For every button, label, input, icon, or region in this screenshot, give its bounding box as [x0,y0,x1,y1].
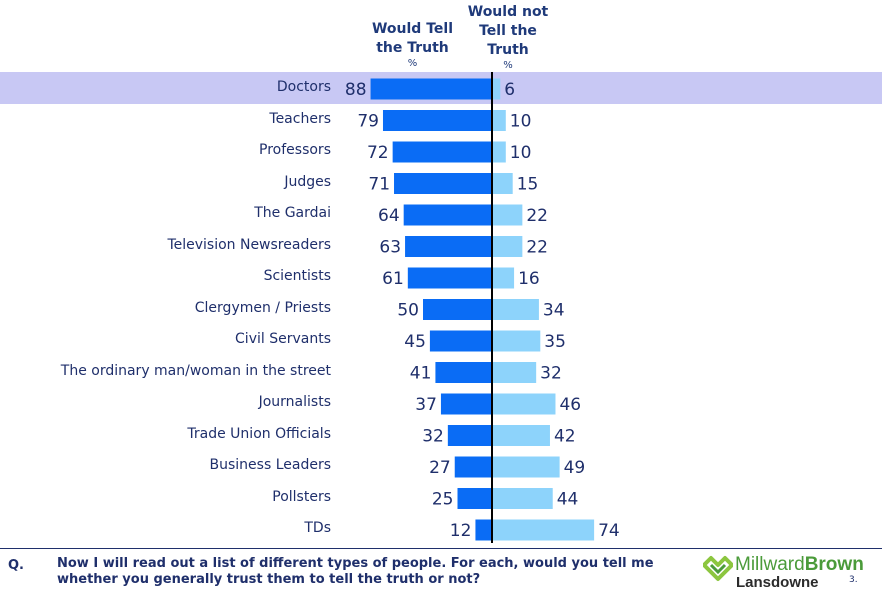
category-label: Professors [259,142,331,158]
header-would-tell: Would Tell the Truth % [365,20,460,69]
value-label-would-not-tell: 16 [518,269,540,289]
value-label-would-tell: 63 [379,238,401,258]
value-label-would-tell: 50 [397,301,419,321]
bar-would-not-tell [492,110,506,131]
bar-would-tell [440,393,492,415]
category-label: Business Leaders [209,457,331,473]
bar-would-tell [435,362,492,383]
logo-wordmark-first: Millward [735,554,805,575]
bar-would-tell [407,267,492,289]
bar-would-tell [475,519,492,541]
value-label-would-not-tell: 15 [517,175,539,195]
logo-subtitle: Lansdowne [736,574,819,591]
bar-would-tell [403,204,492,226]
category-label: Civil Servants [235,331,331,347]
value-label-would-not-tell: 32 [540,364,562,384]
value-label-would-tell: 64 [378,206,400,226]
category-label: Trade Union Officials [187,425,331,442]
logo-wordmark: MillwardBrown [735,554,864,576]
category-label: Judges [284,173,331,190]
bar-would-tell [392,141,492,163]
footer-divider [0,548,882,549]
value-label-would-tell: 88 [345,80,367,100]
value-label-would-not-tell: 22 [526,206,548,226]
logo-wordmark-second: Brown [804,554,864,575]
value-label-would-not-tell: 46 [559,395,581,415]
value-label-would-tell: 37 [415,395,437,415]
value-label-would-tell: 32 [422,427,444,447]
bar-would-not-tell [492,173,513,194]
bar-would-not-tell [492,330,541,352]
value-label-would-not-tell: 34 [543,301,565,321]
category-label: Doctors [276,79,331,95]
bar-would-not-tell [492,78,501,100]
question-label: Q. [8,558,24,573]
bar-would-not-tell [492,456,560,478]
bar-would-not-tell [492,267,515,289]
header-would-not-tell-unit: % [503,60,513,71]
bar-would-tell [370,78,492,100]
value-label-would-not-tell: 35 [544,332,566,352]
question-text: Now I will read out a list of different … [57,556,654,587]
category-label: Pollsters [272,488,331,505]
bar-would-tell [429,330,492,352]
category-label: Clergymen / Priests [194,299,331,316]
value-label-would-not-tell: 42 [554,427,576,447]
bar-would-not-tell [492,141,506,163]
bar-would-not-tell [492,299,539,320]
value-label-would-tell: 41 [410,364,432,384]
value-label-would-not-tell: 49 [564,458,586,478]
value-label-would-not-tell: 22 [526,238,548,258]
value-label-would-tell: 61 [382,269,404,289]
page-number: 3. [849,575,858,585]
diverging-bar-chart: 88 6 79 10 72 10 71 15 64 22 63 22 61 16 50 34 45 35 41 32 3… [0,72,882,543]
category-label: The ordinary man/woman in the street [60,362,331,379]
bar-would-not-tell [492,236,523,257]
header-would-not-tell-label: Would not Tell the Truth [467,4,549,58]
bar-would-not-tell [492,204,523,226]
value-label-would-tell: 45 [404,332,426,352]
header-would-not-tell: Would not Tell the Truth % [462,3,554,71]
bar-would-tell [405,236,492,257]
value-label-would-not-tell: 44 [557,490,579,510]
value-label-would-tell: 72 [367,143,389,163]
bar-would-not-tell [492,393,556,415]
value-label-would-not-tell: 6 [504,80,515,100]
value-label-would-tell: 71 [368,175,390,195]
value-label-would-not-tell: 74 [598,521,620,541]
category-label: The Gardai [254,205,331,221]
category-label: TDs [304,520,331,536]
bar-would-tell [423,299,492,320]
value-label-would-not-tell: 10 [510,143,532,163]
bar-would-not-tell [492,362,537,383]
bar-would-tell [447,425,492,446]
category-label: Teachers [269,110,331,127]
header-would-tell-label: Would Tell the Truth [371,21,453,56]
logo-mark-icon [703,556,733,581]
value-label-would-tell: 79 [357,112,379,132]
category-label: Journalists [258,394,331,410]
value-label-would-tell: 27 [429,458,451,478]
bar-would-tell [394,173,492,194]
value-label-would-not-tell: 10 [510,112,532,132]
bar-would-tell [457,488,492,509]
bar-would-not-tell [492,519,595,541]
bar-would-not-tell [492,488,553,509]
category-label: Television Newsreaders [167,236,331,253]
bar-would-not-tell [492,425,550,446]
value-label-would-tell: 12 [450,521,472,541]
value-label-would-tell: 25 [432,490,454,510]
bar-would-tell [382,110,492,131]
bar-would-tell [454,456,492,478]
category-label: Scientists [263,268,331,284]
millward-brown-logo: MillwardBrown Lansdowne [703,552,873,591]
header-would-tell-unit: % [407,58,418,69]
